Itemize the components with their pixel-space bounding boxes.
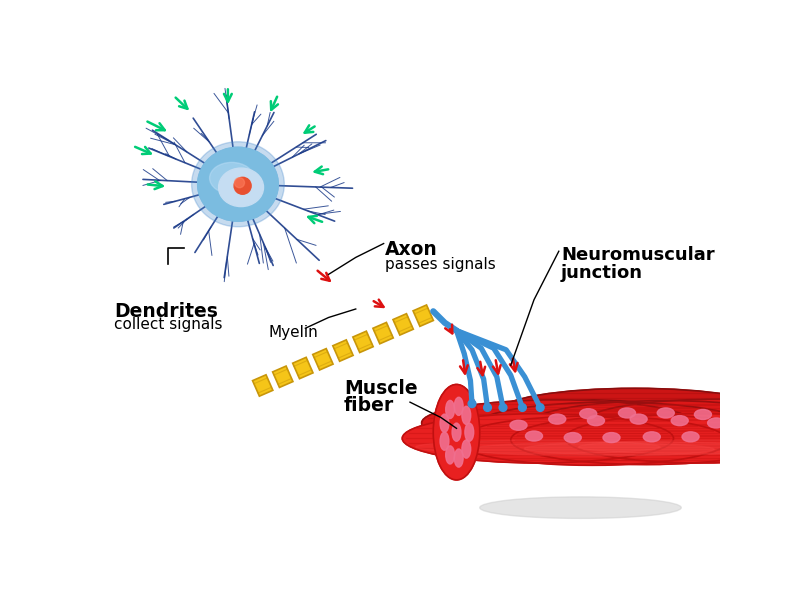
Ellipse shape bbox=[205, 154, 271, 215]
Ellipse shape bbox=[434, 384, 480, 480]
Ellipse shape bbox=[513, 434, 757, 448]
Ellipse shape bbox=[499, 410, 770, 456]
Ellipse shape bbox=[457, 416, 728, 465]
Ellipse shape bbox=[499, 404, 507, 411]
Ellipse shape bbox=[416, 440, 660, 454]
Ellipse shape bbox=[454, 397, 463, 416]
Ellipse shape bbox=[198, 147, 278, 221]
Text: Myelin: Myelin bbox=[269, 325, 318, 340]
Ellipse shape bbox=[470, 442, 714, 456]
Ellipse shape bbox=[694, 410, 711, 419]
Ellipse shape bbox=[480, 497, 682, 518]
Ellipse shape bbox=[518, 404, 526, 411]
Ellipse shape bbox=[452, 423, 461, 441]
Ellipse shape bbox=[682, 432, 699, 442]
Ellipse shape bbox=[578, 440, 800, 454]
Polygon shape bbox=[333, 340, 353, 361]
Ellipse shape bbox=[643, 432, 660, 442]
Ellipse shape bbox=[465, 423, 474, 441]
Text: passes signals: passes signals bbox=[386, 257, 496, 272]
Ellipse shape bbox=[510, 420, 527, 430]
Polygon shape bbox=[293, 358, 313, 379]
Text: Axon: Axon bbox=[386, 240, 438, 260]
Text: Muscle: Muscle bbox=[344, 379, 418, 398]
Ellipse shape bbox=[587, 416, 605, 426]
Ellipse shape bbox=[445, 400, 716, 446]
Ellipse shape bbox=[468, 400, 476, 408]
Ellipse shape bbox=[584, 399, 800, 445]
Text: Dendrites: Dendrites bbox=[114, 302, 218, 321]
Ellipse shape bbox=[210, 162, 254, 194]
Polygon shape bbox=[253, 374, 273, 396]
Ellipse shape bbox=[603, 433, 620, 443]
Ellipse shape bbox=[192, 142, 284, 227]
Ellipse shape bbox=[658, 408, 674, 418]
Ellipse shape bbox=[549, 414, 566, 424]
Ellipse shape bbox=[402, 414, 674, 463]
Ellipse shape bbox=[565, 414, 800, 463]
Ellipse shape bbox=[544, 425, 788, 438]
Ellipse shape bbox=[708, 418, 725, 428]
Ellipse shape bbox=[580, 409, 597, 419]
Text: fiber: fiber bbox=[344, 396, 394, 415]
Ellipse shape bbox=[526, 431, 542, 441]
Ellipse shape bbox=[476, 402, 747, 448]
Text: Neuromuscular: Neuromuscular bbox=[561, 246, 714, 264]
Ellipse shape bbox=[446, 401, 454, 419]
Ellipse shape bbox=[435, 425, 679, 437]
Ellipse shape bbox=[490, 427, 734, 440]
Ellipse shape bbox=[618, 408, 635, 418]
Polygon shape bbox=[413, 305, 434, 326]
Ellipse shape bbox=[499, 388, 770, 434]
Ellipse shape bbox=[671, 416, 688, 426]
Ellipse shape bbox=[564, 433, 582, 443]
Ellipse shape bbox=[484, 404, 491, 411]
Ellipse shape bbox=[454, 449, 463, 467]
Polygon shape bbox=[313, 348, 333, 370]
Ellipse shape bbox=[234, 177, 251, 194]
Text: junction: junction bbox=[561, 264, 643, 281]
Polygon shape bbox=[373, 322, 394, 344]
Ellipse shape bbox=[234, 178, 245, 188]
Ellipse shape bbox=[462, 406, 470, 424]
Ellipse shape bbox=[598, 424, 800, 437]
Polygon shape bbox=[393, 314, 414, 335]
Ellipse shape bbox=[218, 168, 263, 206]
Ellipse shape bbox=[458, 425, 702, 437]
Ellipse shape bbox=[440, 432, 449, 450]
Ellipse shape bbox=[630, 414, 647, 424]
Polygon shape bbox=[273, 366, 293, 387]
Ellipse shape bbox=[422, 400, 693, 446]
Ellipse shape bbox=[513, 413, 757, 426]
Ellipse shape bbox=[536, 404, 544, 411]
Ellipse shape bbox=[440, 414, 449, 433]
Ellipse shape bbox=[510, 415, 782, 465]
Ellipse shape bbox=[446, 446, 454, 464]
Ellipse shape bbox=[530, 401, 800, 447]
Text: collect signals: collect signals bbox=[114, 318, 222, 333]
Ellipse shape bbox=[198, 147, 278, 221]
Ellipse shape bbox=[524, 442, 769, 456]
Polygon shape bbox=[353, 331, 373, 353]
Ellipse shape bbox=[462, 440, 470, 458]
